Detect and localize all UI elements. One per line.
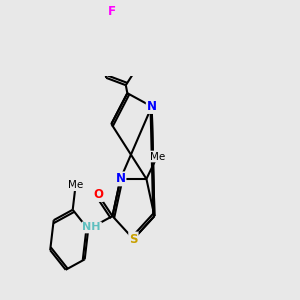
Text: N: N: [147, 100, 157, 113]
Text: O: O: [93, 188, 103, 201]
Text: NH: NH: [82, 222, 101, 233]
Text: Me: Me: [68, 180, 83, 190]
Text: N: N: [116, 172, 125, 185]
Text: Me: Me: [150, 152, 165, 161]
Text: S: S: [129, 232, 138, 245]
Text: F: F: [108, 5, 116, 19]
